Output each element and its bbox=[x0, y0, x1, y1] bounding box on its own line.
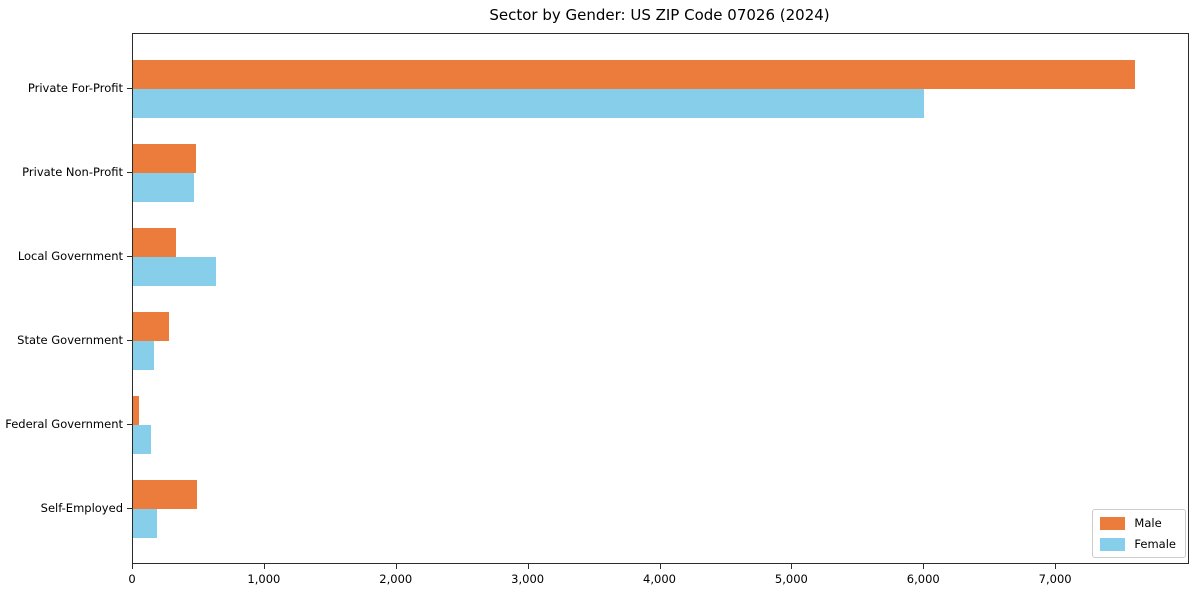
plot-area: Male Female bbox=[132, 33, 1189, 564]
legend-swatch-male-icon bbox=[1100, 516, 1126, 530]
legend-item-male: Male bbox=[1100, 516, 1176, 530]
bar-female-federal-government bbox=[133, 425, 151, 454]
legend-swatch-female-icon bbox=[1100, 537, 1126, 551]
x-axis-label-5000: 5,000 bbox=[774, 572, 808, 586]
x-axis-tick-6000 bbox=[923, 564, 925, 569]
x-axis-label-4000: 4,000 bbox=[643, 572, 676, 586]
y-axis-tick-local-government bbox=[127, 256, 132, 257]
legend: Male Female bbox=[1092, 509, 1186, 558]
bar-female-local-government bbox=[133, 257, 217, 286]
bar-female-state-government bbox=[133, 341, 155, 370]
legend-label-male: Male bbox=[1134, 516, 1162, 530]
bar-female-self-employed bbox=[133, 509, 157, 538]
legend-item-female: Female bbox=[1100, 537, 1176, 551]
legend-label-female: Female bbox=[1134, 537, 1176, 551]
y-axis-label-self-employed: Self-Employed bbox=[40, 501, 123, 515]
x-axis-tick-4000 bbox=[659, 564, 661, 569]
y-axis-tick-federal-government bbox=[127, 424, 132, 425]
bar-female-private-non-profit bbox=[133, 173, 195, 202]
bar-male-self-employed bbox=[133, 480, 197, 509]
x-axis-tick-3000 bbox=[527, 564, 529, 569]
x-axis-tick-1000 bbox=[263, 564, 265, 569]
x-axis-tick-7000 bbox=[1055, 564, 1057, 569]
x-axis-tick-2000 bbox=[395, 564, 397, 569]
y-axis-label-federal-government: Federal Government bbox=[5, 417, 123, 431]
y-axis-tick-private-for-profit bbox=[127, 88, 132, 89]
y-axis-tick-state-government bbox=[127, 340, 132, 341]
y-axis-label-private-non-profit: Private Non-Profit bbox=[22, 165, 123, 179]
chart-title: Sector by Gender: US ZIP Code 07026 (202… bbox=[489, 6, 830, 24]
bar-male-federal-government bbox=[133, 396, 139, 425]
y-axis-tick-self-employed bbox=[127, 508, 132, 509]
bar-female-private-for-profit bbox=[133, 89, 925, 118]
x-axis-label-6000: 6,000 bbox=[906, 572, 940, 586]
x-axis-label-2000: 2,000 bbox=[379, 572, 413, 586]
x-axis-label-7000: 7,000 bbox=[1038, 572, 1072, 586]
bar-male-private-for-profit bbox=[133, 60, 1136, 89]
bar-male-local-government bbox=[133, 228, 176, 257]
bar-male-state-government bbox=[133, 312, 170, 341]
y-axis-label-private-for-profit: Private For-Profit bbox=[27, 81, 123, 95]
x-axis-tick-5000 bbox=[791, 564, 793, 569]
y-axis-label-local-government: Local Government bbox=[17, 249, 123, 263]
y-axis-tick-private-non-profit bbox=[127, 172, 132, 173]
x-axis-tick-0 bbox=[132, 564, 133, 569]
x-axis-label-0: 0 bbox=[128, 572, 136, 586]
x-axis-label-3000: 3,000 bbox=[511, 572, 545, 586]
y-axis-label-state-government: State Government bbox=[17, 333, 123, 347]
bar-male-private-non-profit bbox=[133, 144, 197, 173]
x-axis-label-1000: 1,000 bbox=[247, 572, 281, 586]
